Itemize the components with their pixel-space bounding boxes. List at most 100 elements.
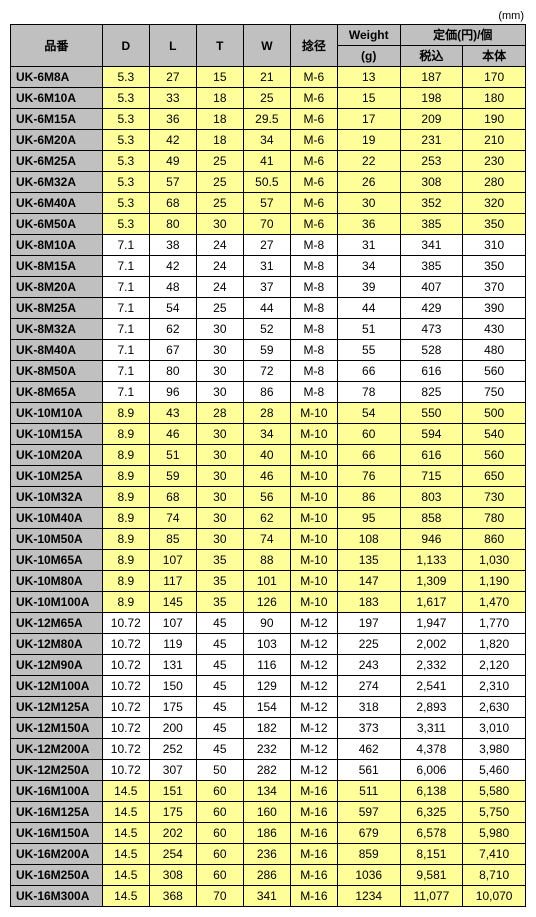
cell-partno: UK-12M90A (11, 655, 103, 676)
cell-t: 45 (196, 676, 243, 697)
cell-weight: 859 (337, 844, 400, 865)
cell-w: 126 (243, 592, 290, 613)
cell-d: 14.5 (102, 844, 149, 865)
cell-neji: M-16 (290, 781, 337, 802)
cell-l: 49 (149, 151, 196, 172)
cell-d: 8.9 (102, 424, 149, 445)
cell-d: 8.9 (102, 571, 149, 592)
cell-price-body: 3,980 (463, 739, 526, 760)
cell-weight: 39 (337, 277, 400, 298)
cell-price-tax: 407 (400, 277, 463, 298)
cell-l: 59 (149, 466, 196, 487)
table-row: UK-6M8A5.3271521M-613187170 (11, 67, 526, 88)
cell-price-tax: 1,309 (400, 571, 463, 592)
cell-d: 10.72 (102, 760, 149, 781)
table-row: UK-6M40A5.3682557M-630352320 (11, 193, 526, 214)
cell-neji: M-10 (290, 529, 337, 550)
cell-price-tax: 253 (400, 151, 463, 172)
table-row: UK-12M250A10.7230750282M-125616,0065,460 (11, 760, 526, 781)
cell-partno: UK-12M80A (11, 634, 103, 655)
cell-price-tax: 2,541 (400, 676, 463, 697)
cell-t: 25 (196, 298, 243, 319)
cell-neji: M-16 (290, 865, 337, 886)
cell-d: 7.1 (102, 319, 149, 340)
cell-weight: 679 (337, 823, 400, 844)
table-row: UK-8M40A7.1673059M-855528480 (11, 340, 526, 361)
cell-w: 72 (243, 361, 290, 382)
table-row: UK-16M125A14.517560160M-165976,3255,750 (11, 802, 526, 823)
cell-neji: M-16 (290, 823, 337, 844)
cell-partno: UK-8M50A (11, 361, 103, 382)
cell-neji: M-6 (290, 193, 337, 214)
cell-w: 182 (243, 718, 290, 739)
cell-w: 29.5 (243, 109, 290, 130)
cell-weight: 462 (337, 739, 400, 760)
table-row: UK-10M80A8.911735101M-101471,3091,190 (11, 571, 526, 592)
cell-t: 45 (196, 655, 243, 676)
cell-weight: 54 (337, 403, 400, 424)
cell-neji: M-10 (290, 466, 337, 487)
cell-partno: UK-10M65A (11, 550, 103, 571)
table-row: UK-16M100A14.515160134M-165116,1385,580 (11, 781, 526, 802)
cell-weight: 31 (337, 235, 400, 256)
cell-price-body: 560 (463, 361, 526, 382)
cell-partno: UK-6M50A (11, 214, 103, 235)
cell-d: 8.9 (102, 508, 149, 529)
cell-d: 10.72 (102, 739, 149, 760)
cell-partno: UK-12M200A (11, 739, 103, 760)
header-t: T (196, 25, 243, 67)
cell-price-tax: 1,617 (400, 592, 463, 613)
cell-price-body: 540 (463, 424, 526, 445)
cell-neji: M-6 (290, 130, 337, 151)
cell-w: 236 (243, 844, 290, 865)
table-row: UK-8M25A7.1542544M-844429390 (11, 298, 526, 319)
cell-weight: 95 (337, 508, 400, 529)
cell-l: 46 (149, 424, 196, 445)
cell-price-body: 2,630 (463, 697, 526, 718)
cell-price-body: 5,460 (463, 760, 526, 781)
cell-w: 286 (243, 865, 290, 886)
cell-weight: 13 (337, 67, 400, 88)
cell-price-tax: 858 (400, 508, 463, 529)
cell-t: 60 (196, 865, 243, 886)
cell-t: 18 (196, 109, 243, 130)
cell-t: 30 (196, 424, 243, 445)
cell-d: 8.9 (102, 529, 149, 550)
cell-weight: 34 (337, 256, 400, 277)
table-row: UK-12M65A10.721074590M-121971,9471,770 (11, 613, 526, 634)
cell-partno: UK-10M50A (11, 529, 103, 550)
cell-price-tax: 9,581 (400, 865, 463, 886)
cell-partno: UK-16M200A (11, 844, 103, 865)
cell-d: 14.5 (102, 823, 149, 844)
cell-neji: M-10 (290, 487, 337, 508)
table-row: UK-10M32A8.9683056M-1086803730 (11, 487, 526, 508)
cell-partno: UK-16M300A (11, 886, 103, 907)
cell-neji: M-10 (290, 550, 337, 571)
cell-t: 35 (196, 571, 243, 592)
table-row: UK-8M10A7.1382427M-831341310 (11, 235, 526, 256)
cell-partno: UK-6M20A (11, 130, 103, 151)
cell-weight: 26 (337, 172, 400, 193)
cell-price-body: 650 (463, 466, 526, 487)
cell-neji: M-12 (290, 655, 337, 676)
cell-partno: UK-8M32A (11, 319, 103, 340)
cell-neji: M-16 (290, 802, 337, 823)
cell-partno: UK-10M32A (11, 487, 103, 508)
cell-l: 74 (149, 508, 196, 529)
cell-partno: UK-6M25A (11, 151, 103, 172)
cell-price-body: 730 (463, 487, 526, 508)
cell-weight: 1234 (337, 886, 400, 907)
cell-price-body: 5,580 (463, 781, 526, 802)
cell-price-body: 310 (463, 235, 526, 256)
cell-price-tax: 11,077 (400, 886, 463, 907)
cell-t: 24 (196, 277, 243, 298)
table-row: UK-8M15A7.1422431M-834385350 (11, 256, 526, 277)
cell-d: 7.1 (102, 298, 149, 319)
cell-t: 30 (196, 487, 243, 508)
cell-partno: UK-10M10A (11, 403, 103, 424)
table-row: UK-8M50A7.1803072M-866616560 (11, 361, 526, 382)
cell-w: 59 (243, 340, 290, 361)
table-row: UK-16M150A14.520260186M-166796,5785,980 (11, 823, 526, 844)
cell-neji: M-6 (290, 214, 337, 235)
cell-l: 85 (149, 529, 196, 550)
